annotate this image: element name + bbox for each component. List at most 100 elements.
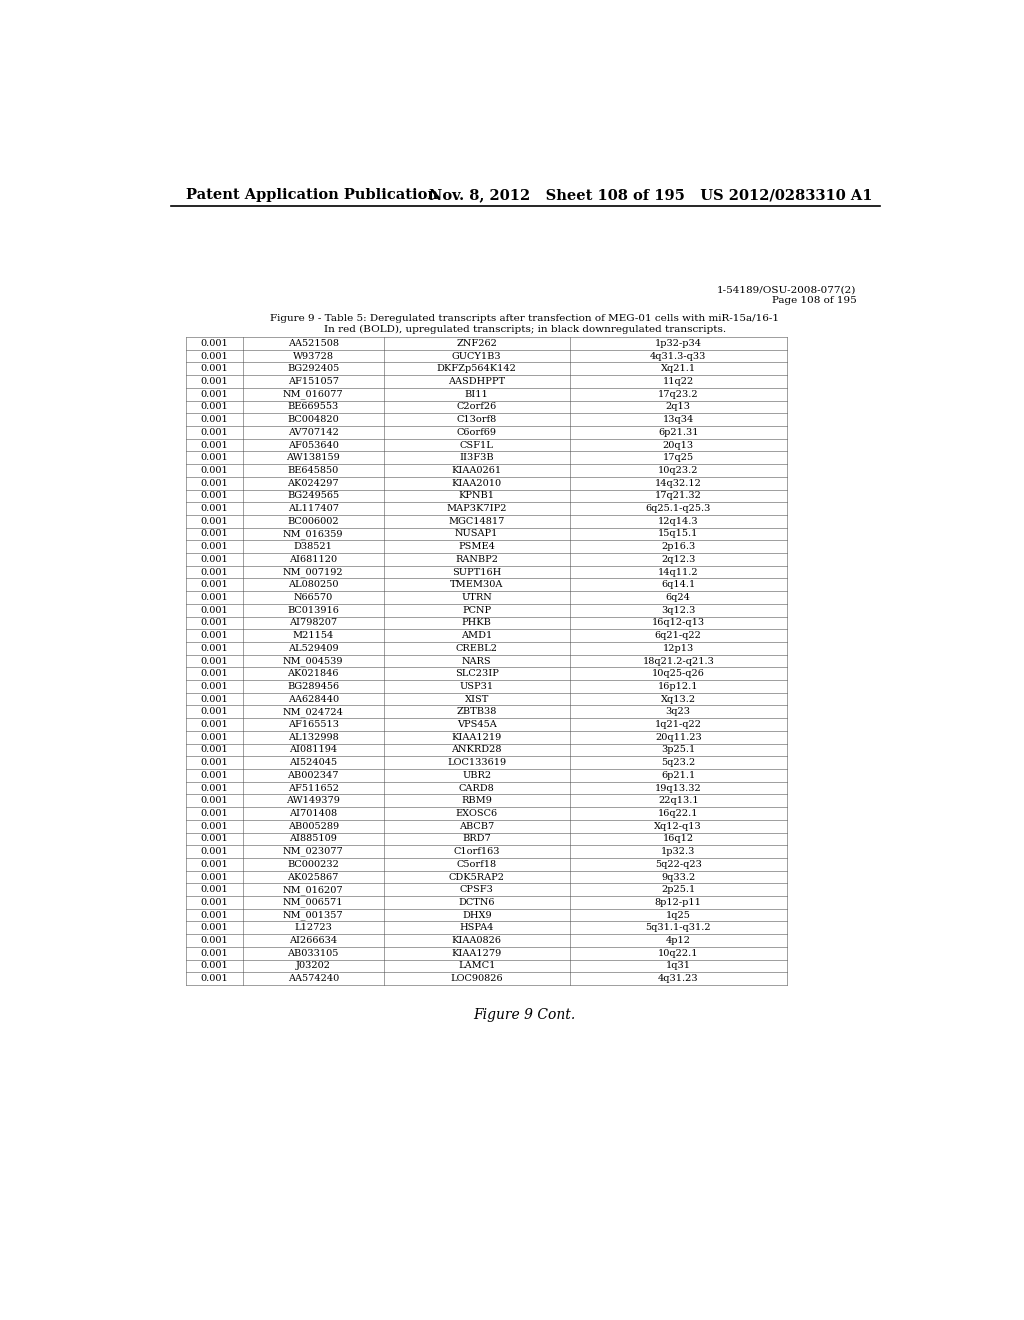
Text: C2orf26: C2orf26	[457, 403, 497, 412]
Text: Figure 9 - Table 5: Deregulated transcripts after transfection of MEG-01 cells w: Figure 9 - Table 5: Deregulated transcri…	[270, 314, 779, 323]
Text: CREBL2: CREBL2	[456, 644, 498, 653]
Text: 14q11.2: 14q11.2	[658, 568, 698, 577]
Text: ZBTB38: ZBTB38	[457, 708, 497, 717]
Text: ANKRD28: ANKRD28	[452, 746, 502, 755]
Text: 0.001: 0.001	[201, 606, 228, 615]
Text: RANBP2: RANBP2	[456, 554, 499, 564]
Text: AW138159: AW138159	[287, 453, 340, 462]
Text: AB005289: AB005289	[288, 821, 339, 830]
Text: 0.001: 0.001	[201, 809, 228, 818]
Text: 0.001: 0.001	[201, 886, 228, 894]
Text: 1p32.3: 1p32.3	[662, 847, 695, 857]
Text: CSF1L: CSF1L	[460, 441, 494, 450]
Text: 0.001: 0.001	[201, 529, 228, 539]
Text: 2q13: 2q13	[666, 403, 691, 412]
Text: 0.001: 0.001	[201, 378, 228, 385]
Text: CPSF3: CPSF3	[460, 886, 494, 894]
Text: 0.001: 0.001	[201, 441, 228, 450]
Text: 22q13.1: 22q13.1	[658, 796, 698, 805]
Text: 6p21.1: 6p21.1	[662, 771, 695, 780]
Text: BE645850: BE645850	[288, 466, 339, 475]
Text: NM_001357: NM_001357	[283, 911, 343, 920]
Text: BC004820: BC004820	[288, 414, 339, 424]
Text: BI11: BI11	[465, 389, 488, 399]
Text: 0.001: 0.001	[201, 491, 228, 500]
Text: 18q21.2-q21.3: 18q21.2-q21.3	[642, 656, 714, 665]
Text: 0.001: 0.001	[201, 784, 228, 792]
Text: ZNF262: ZNF262	[457, 339, 498, 348]
Text: C6orf69: C6orf69	[457, 428, 497, 437]
Text: Xq12-q13: Xq12-q13	[654, 821, 702, 830]
Text: 5q31.1-q31.2: 5q31.1-q31.2	[645, 923, 711, 932]
Text: AB033105: AB033105	[288, 949, 339, 958]
Text: BG249565: BG249565	[287, 491, 339, 500]
Text: 0.001: 0.001	[201, 656, 228, 665]
Text: KIAA0261: KIAA0261	[452, 466, 502, 475]
Text: 0.001: 0.001	[201, 694, 228, 704]
Text: 0.001: 0.001	[201, 796, 228, 805]
Text: 0.001: 0.001	[201, 631, 228, 640]
Text: 0.001: 0.001	[201, 364, 228, 374]
Text: AA521508: AA521508	[288, 339, 339, 348]
Text: 6p21.31: 6p21.31	[658, 428, 698, 437]
Text: KIAA1279: KIAA1279	[452, 949, 502, 958]
Text: 0.001: 0.001	[201, 339, 228, 348]
Text: 0.001: 0.001	[201, 644, 228, 653]
Text: PCNP: PCNP	[462, 606, 492, 615]
Text: 2p25.1: 2p25.1	[662, 886, 695, 894]
Text: 0.001: 0.001	[201, 504, 228, 513]
Text: 0.001: 0.001	[201, 911, 228, 920]
Text: NM_006571: NM_006571	[283, 898, 343, 907]
Text: 6q14.1: 6q14.1	[662, 581, 695, 589]
Text: CARD8: CARD8	[459, 784, 495, 792]
Text: 17q23.2: 17q23.2	[658, 389, 698, 399]
Text: BRD7: BRD7	[463, 834, 492, 843]
Text: 0.001: 0.001	[201, 453, 228, 462]
Text: 16p12.1: 16p12.1	[658, 682, 698, 690]
Text: 3q23: 3q23	[666, 708, 691, 717]
Text: 0.001: 0.001	[201, 859, 228, 869]
Text: 0.001: 0.001	[201, 923, 228, 932]
Text: NM_016359: NM_016359	[283, 529, 343, 539]
Text: CDK5RAP2: CDK5RAP2	[449, 873, 505, 882]
Text: 5q23.2: 5q23.2	[662, 758, 695, 767]
Text: KPNB1: KPNB1	[459, 491, 495, 500]
Text: 20q13: 20q13	[663, 441, 694, 450]
Text: C1orf163: C1orf163	[454, 847, 500, 857]
Text: 0.001: 0.001	[201, 581, 228, 589]
Text: AF511652: AF511652	[288, 784, 339, 792]
Text: LOC90826: LOC90826	[451, 974, 503, 983]
Text: 16q12-q13: 16q12-q13	[651, 618, 705, 627]
Text: 0.001: 0.001	[201, 403, 228, 412]
Text: 4q31.3-q33: 4q31.3-q33	[650, 351, 707, 360]
Text: L12723: L12723	[294, 923, 332, 932]
Text: 4q31.23: 4q31.23	[658, 974, 698, 983]
Text: KIAA1219: KIAA1219	[452, 733, 502, 742]
Text: 12p13: 12p13	[663, 644, 694, 653]
Text: 0.001: 0.001	[201, 466, 228, 475]
Text: NARS: NARS	[462, 656, 492, 665]
Text: BE669553: BE669553	[288, 403, 339, 412]
Text: ABCB7: ABCB7	[459, 821, 495, 830]
Text: AMD1: AMD1	[461, 631, 493, 640]
Text: AI681120: AI681120	[289, 554, 337, 564]
Text: AL529409: AL529409	[288, 644, 339, 653]
Text: 17q21.32: 17q21.32	[654, 491, 701, 500]
Text: KIAA2010: KIAA2010	[452, 479, 502, 487]
Text: 15q15.1: 15q15.1	[658, 529, 698, 539]
Text: NM_016077: NM_016077	[283, 389, 343, 399]
Text: RBM9: RBM9	[462, 796, 493, 805]
Text: 1q21-q22: 1q21-q22	[654, 719, 701, 729]
Text: 0.001: 0.001	[201, 618, 228, 627]
Text: 0.001: 0.001	[201, 682, 228, 690]
Text: DHX9: DHX9	[462, 911, 492, 920]
Text: 0.001: 0.001	[201, 936, 228, 945]
Text: AI798207: AI798207	[289, 618, 337, 627]
Text: AK025867: AK025867	[288, 873, 339, 882]
Text: MGC14817: MGC14817	[449, 516, 505, 525]
Text: II3F3B: II3F3B	[460, 453, 494, 462]
Text: 0.001: 0.001	[201, 771, 228, 780]
Text: AI701408: AI701408	[289, 809, 337, 818]
Text: 3q12.3: 3q12.3	[662, 606, 695, 615]
Text: 0.001: 0.001	[201, 351, 228, 360]
